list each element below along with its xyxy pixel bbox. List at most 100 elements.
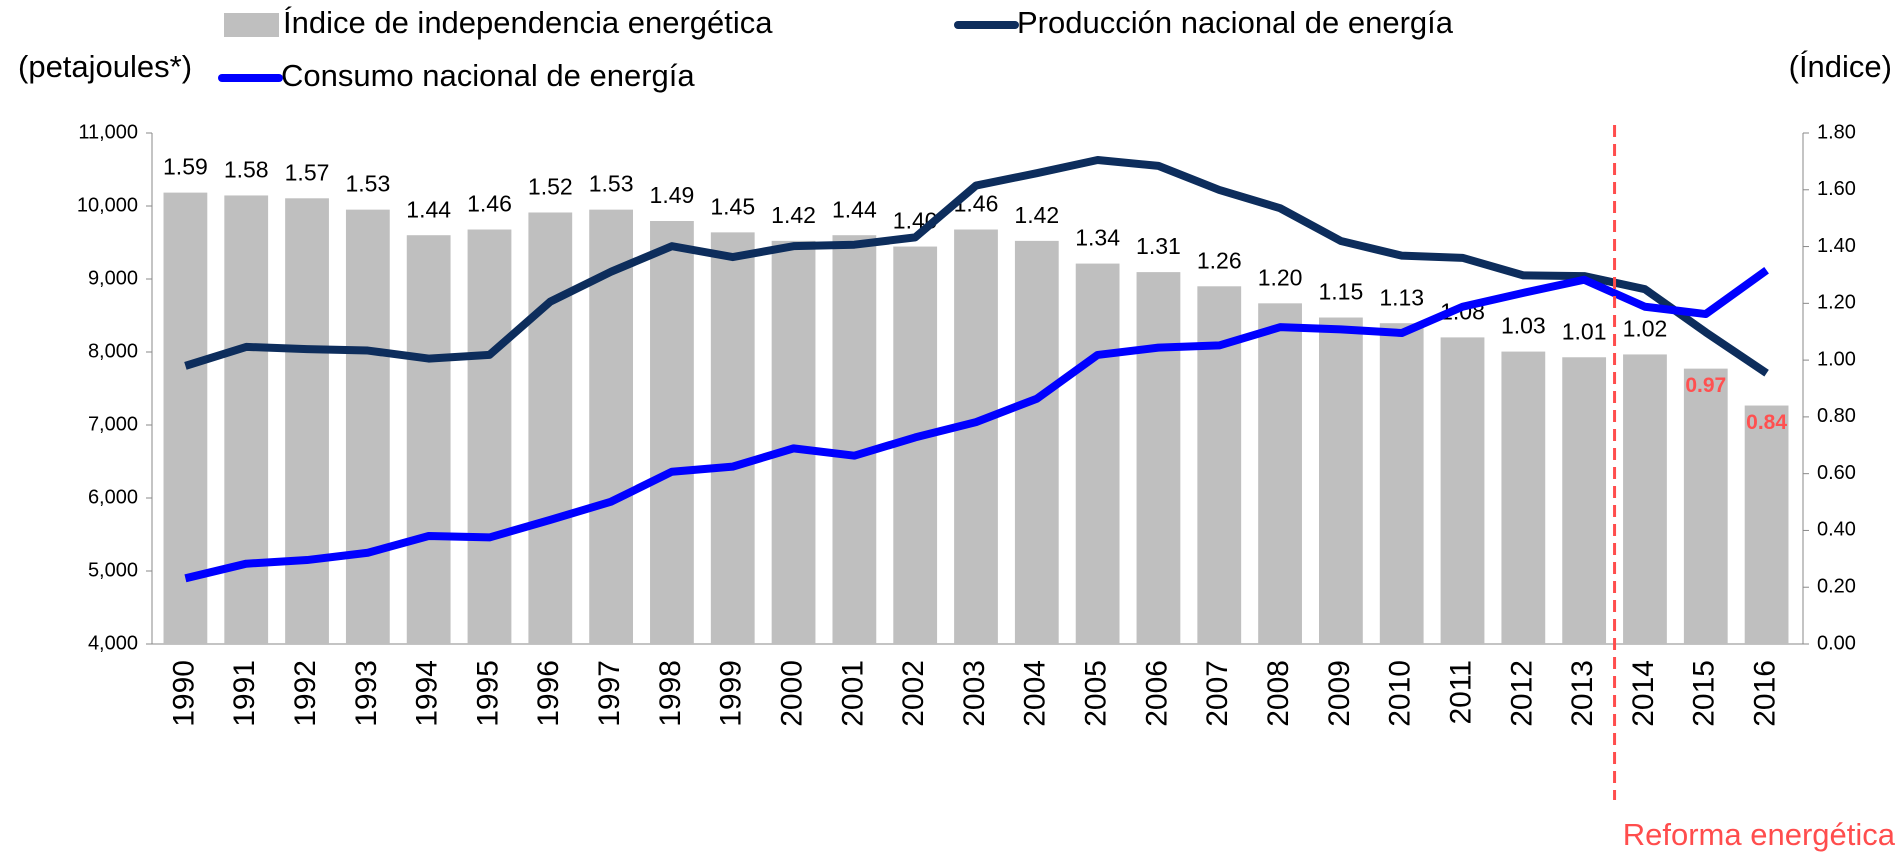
bar (1501, 351, 1546, 644)
y2-tick-label: 1.40 (1817, 235, 1856, 257)
x-tick-label: 2005 (1080, 660, 1113, 727)
x-tick-label: 2013 (1566, 660, 1599, 727)
data-label: 1.57 (285, 159, 330, 185)
data-label: 1.13 (1379, 284, 1424, 310)
x-tick-label: 1998 (654, 660, 687, 727)
x-tick-label: 2000 (775, 660, 808, 727)
y-tick-label: 5,000 (88, 559, 138, 581)
bar (1379, 323, 1424, 644)
data-label: 1.46 (467, 191, 512, 217)
data-label: 1.26 (1197, 247, 1242, 273)
x-tick-label: 2015 (1688, 660, 1721, 727)
bar (1744, 405, 1789, 644)
x-tick-label: 2003 (958, 660, 991, 727)
y-tick-label: 7,000 (88, 413, 138, 435)
bar (528, 212, 573, 644)
x-tick-label: 1995 (471, 660, 504, 727)
data-label: 1.15 (1319, 279, 1364, 305)
y-tick-label: 9,000 (88, 267, 138, 289)
bar (345, 209, 390, 644)
data-label: 1.58 (224, 157, 269, 183)
data-label: 1.53 (589, 171, 634, 197)
x-tick-label: 2001 (836, 660, 869, 727)
bar (710, 232, 755, 644)
line (184, 266, 1769, 583)
x-tick-label: 2014 (1627, 660, 1660, 727)
x-tick-label: 2002 (897, 660, 930, 727)
y2-tick-label: 0.40 (1817, 519, 1856, 541)
y2-tick-label: 1.00 (1817, 348, 1856, 370)
annotation: Reforma energética (1623, 817, 1896, 852)
x-tick-label: 2016 (1749, 660, 1782, 727)
data-label: 1.52 (528, 174, 573, 200)
bar (832, 235, 877, 644)
line (184, 156, 1769, 377)
x-tick-label: 1999 (715, 660, 748, 727)
y-axis-label: (petajoules*) (18, 49, 192, 84)
bar (163, 192, 208, 644)
bar (650, 221, 694, 644)
y2-tick-label: 0.20 (1817, 576, 1856, 598)
data-label: 1.45 (710, 193, 755, 219)
data-label: 1.02 (1623, 316, 1668, 342)
legend-label: Índice de independencia energética (283, 5, 773, 40)
data-label: 1.42 (1014, 202, 1059, 228)
bar (1075, 263, 1120, 644)
x-tick-label: 1990 (167, 660, 200, 727)
x-tick-label: 2008 (1262, 660, 1295, 727)
bar (285, 198, 329, 645)
bar (224, 195, 269, 644)
data-label: 1.53 (345, 171, 390, 197)
bar (406, 235, 451, 644)
y2-tick-label: 0.80 (1817, 405, 1856, 427)
legend-label: Producción nacional de energía (1017, 5, 1454, 40)
x-tick-label: 2007 (1201, 660, 1234, 727)
bar (1318, 317, 1363, 644)
y2-tick-label: 0.00 (1817, 632, 1856, 654)
data-label: 1.49 (650, 182, 695, 208)
data-label: 1.42 (771, 202, 816, 228)
data-label: 1.59 (163, 154, 208, 180)
x-tick-label: 1993 (350, 660, 383, 727)
x-tick-label: 2011 (1444, 660, 1477, 725)
data-label: 1.03 (1501, 313, 1546, 339)
data-label: 1.44 (406, 196, 451, 222)
bar (1562, 357, 1607, 644)
y-tick-label: 10,000 (77, 194, 138, 216)
bar (1623, 354, 1667, 644)
x-tick-label: 2010 (1384, 660, 1417, 727)
data-label: 0.97 (1685, 374, 1726, 397)
bar (1136, 272, 1181, 644)
bar (954, 229, 998, 644)
x-tick-label: 1992 (289, 660, 322, 727)
y2-tick-label: 1.80 (1817, 121, 1856, 143)
data-label: 0.84 (1746, 411, 1787, 434)
x-tick-label: 2012 (1505, 660, 1538, 727)
y2-tick-label: 0.60 (1817, 462, 1856, 484)
bar (1683, 368, 1728, 644)
bar (1014, 240, 1059, 644)
x-tick-label: 2004 (1019, 660, 1052, 727)
y2-tick-label: 1.20 (1817, 292, 1856, 314)
data-label: 1.20 (1258, 264, 1303, 290)
data-label: 1.01 (1562, 318, 1607, 344)
legend-swatch (224, 13, 279, 37)
y2-axis-label: (Índice) (1789, 49, 1892, 84)
data-label: 1.31 (1136, 233, 1181, 259)
y-tick-label: 6,000 (88, 486, 138, 508)
bar (1440, 337, 1485, 644)
x-tick-label: 1994 (411, 660, 444, 727)
x-tick-label: 1997 (593, 660, 626, 727)
x-tick-label: 1996 (532, 660, 565, 727)
y-tick-label: 4,000 (88, 632, 138, 654)
y-tick-label: 11,000 (78, 121, 138, 143)
x-tick-label: 2009 (1323, 660, 1356, 727)
x-tick-label: 1991 (228, 660, 261, 727)
bar (771, 240, 816, 644)
data-label: 1.34 (1075, 225, 1120, 251)
bar (467, 229, 512, 644)
data-label: 1.44 (832, 196, 877, 222)
y2-tick-label: 1.60 (1817, 178, 1856, 200)
y-tick-label: 8,000 (88, 340, 138, 362)
